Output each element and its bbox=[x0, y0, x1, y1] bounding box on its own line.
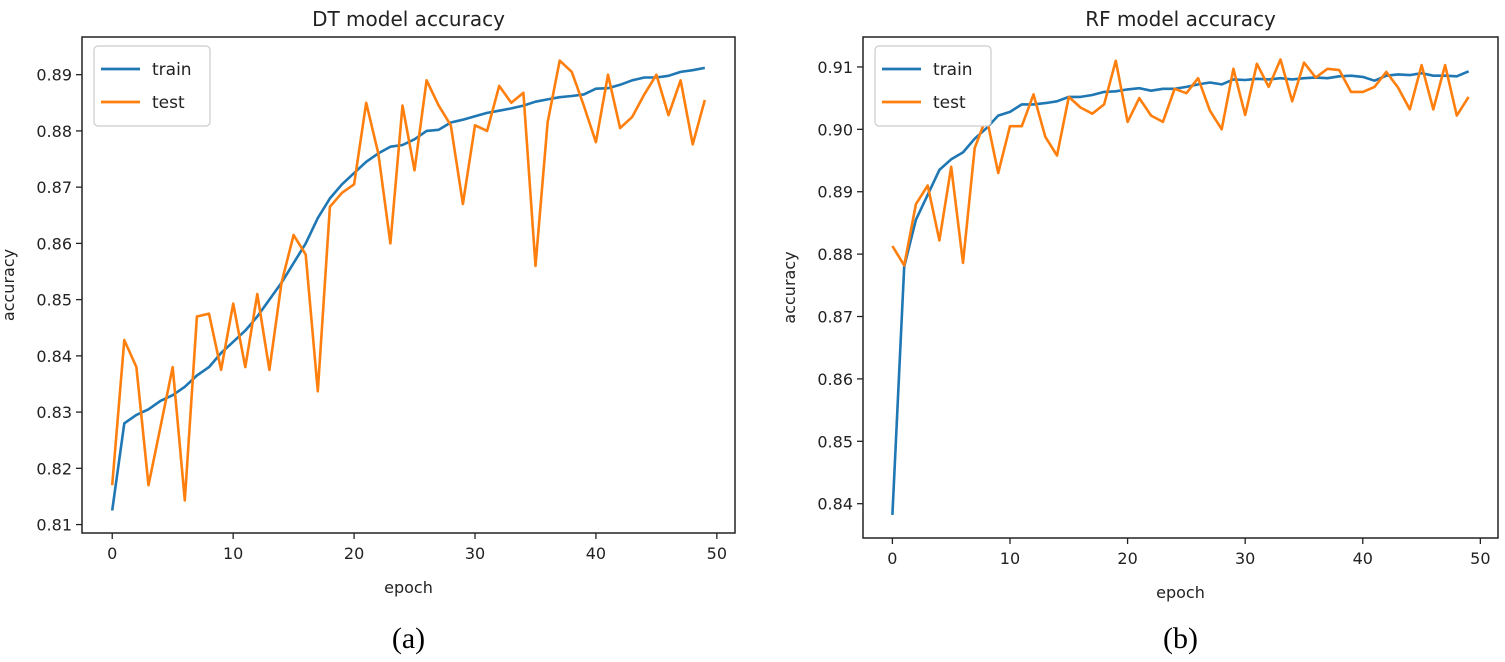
y-tick-label: 0.86 bbox=[817, 370, 853, 389]
chart-rf: RF model accuracy 0 10 20 30 40 50 0.84 0.85 0.86… bbox=[780, 7, 1499, 655]
y-tick-label: 0.91 bbox=[817, 58, 853, 77]
y-tick-label: 0.82 bbox=[36, 459, 72, 478]
x-tick-label: 10 bbox=[223, 544, 243, 563]
x-tick-label: 20 bbox=[1117, 549, 1137, 568]
y-axis-label: accuracy bbox=[0, 249, 18, 321]
y-tick-label: 0.88 bbox=[817, 245, 853, 264]
y-tick-label: 0.89 bbox=[817, 183, 853, 202]
y-tick-label: 0.90 bbox=[817, 120, 853, 139]
x-tick-label: 40 bbox=[586, 544, 606, 563]
figure-caption: (b) bbox=[1163, 622, 1198, 655]
chart-title: DT model accuracy bbox=[312, 7, 505, 31]
y-tick-label: 0.87 bbox=[36, 178, 72, 197]
legend-box bbox=[93, 45, 211, 127]
x-axis-label: epoch bbox=[1156, 583, 1205, 602]
y-tick-label: 0.86 bbox=[36, 234, 72, 253]
legend-box bbox=[874, 45, 992, 127]
y-tick-label: 0.89 bbox=[36, 66, 72, 85]
legend-label-train: train bbox=[152, 60, 192, 80]
y-tick-label: 0.84 bbox=[817, 495, 853, 514]
x-axis-label: epoch bbox=[384, 578, 433, 597]
y-tick-label: 0.84 bbox=[36, 347, 72, 366]
x-tick-label: 30 bbox=[465, 544, 485, 563]
x-tick-label: 20 bbox=[344, 544, 364, 563]
y-axis-label: accuracy bbox=[780, 251, 799, 323]
y-tick-label: 0.83 bbox=[36, 403, 72, 422]
axes-frame bbox=[81, 36, 736, 534]
legend: train test bbox=[874, 45, 992, 127]
x-tick-label: 50 bbox=[707, 544, 727, 563]
y-tick-label: 0.87 bbox=[817, 308, 853, 327]
y-tick-label: 0.85 bbox=[36, 291, 72, 310]
axes-frame bbox=[862, 36, 1499, 539]
x-tick-label: 10 bbox=[1000, 549, 1020, 568]
legend: train test bbox=[93, 45, 211, 127]
series-line-test bbox=[110, 59, 707, 502]
chart-title: RF model accuracy bbox=[1085, 7, 1276, 31]
figure-caption: (a) bbox=[392, 622, 425, 655]
x-tick-label: 50 bbox=[1470, 549, 1490, 568]
legend-label-test: test bbox=[933, 93, 966, 113]
y-tick-label: 0.85 bbox=[817, 432, 853, 451]
x-tick-label: 40 bbox=[1353, 549, 1373, 568]
y-tick-label: 0.88 bbox=[36, 122, 72, 141]
x-tick-label: 0 bbox=[887, 549, 897, 568]
x-tick-label: 30 bbox=[1235, 549, 1255, 568]
legend-label-test: test bbox=[152, 93, 185, 113]
chart-dt: DT model accuracy 0 10 20 30 40 50 0.81 0.82 0.83… bbox=[0, 7, 736, 655]
x-tick-label: 0 bbox=[107, 544, 117, 563]
y-tick-label: 0.81 bbox=[36, 516, 72, 535]
legend-label-train: train bbox=[933, 60, 973, 80]
